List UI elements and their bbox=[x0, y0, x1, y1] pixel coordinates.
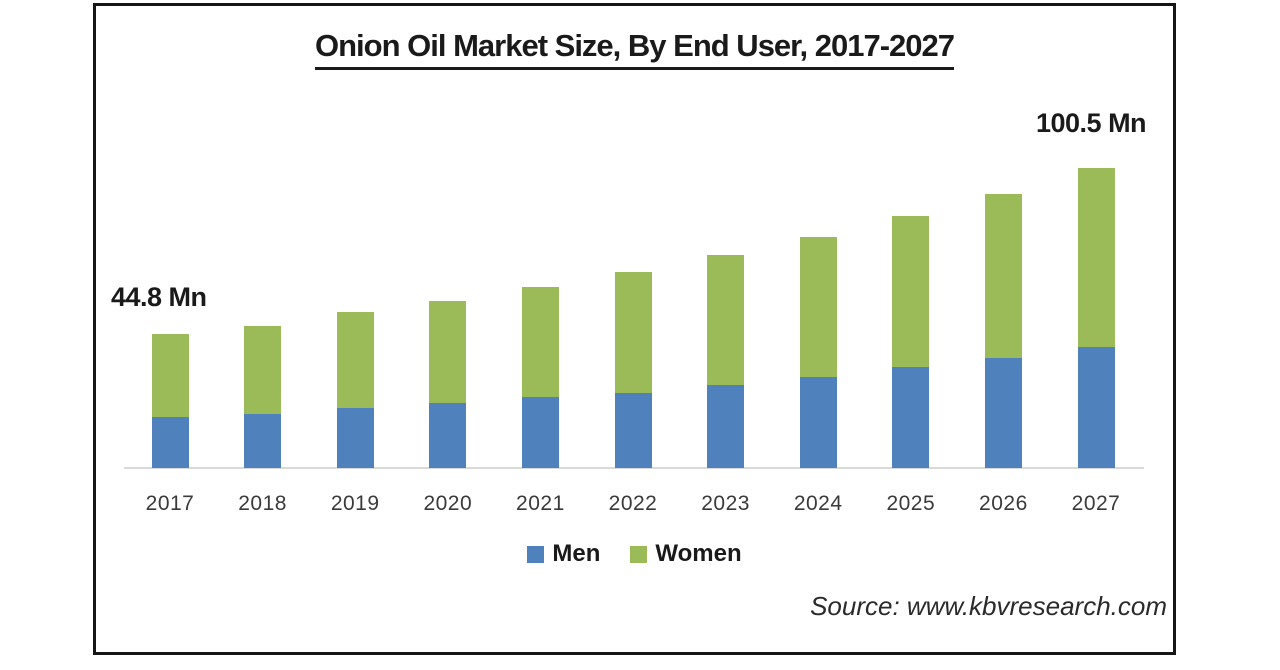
annotation-2027-total: 100.5 Mn bbox=[1036, 108, 1147, 138]
bar-2025 bbox=[892, 216, 930, 468]
bar-2020 bbox=[429, 301, 467, 468]
x-axis-label-2023: 2023 bbox=[701, 492, 750, 515]
bar-segment-women bbox=[799, 237, 837, 377]
x-axis-label-2019: 2019 bbox=[330, 492, 380, 515]
bar-segment-women bbox=[336, 312, 374, 408]
bar-2026 bbox=[984, 194, 1022, 468]
x-axis-label-2020: 2020 bbox=[423, 492, 473, 515]
men-color-swatch-icon bbox=[527, 545, 545, 563]
bar-segment-men bbox=[799, 377, 837, 468]
legend-item-women: Women bbox=[630, 540, 742, 568]
legend: Men Women bbox=[93, 540, 1176, 568]
bar-2021 bbox=[521, 287, 559, 468]
bar-2018 bbox=[244, 326, 282, 468]
legend-item-men: Men bbox=[527, 540, 600, 568]
chart-title-text: Onion Oil Market Size, By End User, 2017… bbox=[315, 28, 955, 70]
bar-segment-men bbox=[151, 417, 189, 468]
bar-segment-men bbox=[429, 403, 467, 468]
bar-segment-women bbox=[151, 334, 189, 417]
x-axis-label-2017: 2017 bbox=[145, 492, 195, 515]
bar-segment-women bbox=[521, 287, 559, 397]
bar-2019 bbox=[336, 312, 374, 468]
bar-2017 bbox=[151, 334, 189, 468]
bar-segment-men bbox=[984, 358, 1022, 468]
bar-2023 bbox=[707, 255, 745, 468]
x-axis-label-2021: 2021 bbox=[516, 492, 565, 515]
bar-2027 bbox=[1077, 168, 1115, 468]
x-axis-label-2027: 2027 bbox=[1071, 492, 1121, 515]
bar-2024 bbox=[799, 237, 837, 468]
annotation-2017-total: 44.8 Mn bbox=[111, 282, 207, 312]
x-axis-line bbox=[124, 467, 1144, 469]
chart-title: Onion Oil Market Size, By End User, 2017… bbox=[93, 28, 1176, 70]
bar-segment-men bbox=[707, 385, 745, 468]
bar-segment-men bbox=[1077, 347, 1115, 468]
x-axis-label-2018: 2018 bbox=[238, 492, 287, 515]
women-color-swatch-icon bbox=[630, 545, 648, 563]
x-axis-label-2026: 2026 bbox=[979, 492, 1028, 515]
bar-segment-women bbox=[1077, 168, 1115, 347]
bar-segment-women bbox=[429, 301, 467, 403]
bar-segment-men bbox=[614, 393, 652, 468]
bar-segment-women bbox=[984, 194, 1022, 358]
bar-segment-women bbox=[614, 272, 652, 393]
bar-segment-women bbox=[892, 216, 930, 367]
x-axis-label-2025: 2025 bbox=[886, 492, 936, 515]
legend-label-women: Women bbox=[655, 540, 742, 567]
bar-segment-men bbox=[521, 397, 559, 468]
bar-segment-men bbox=[336, 408, 374, 468]
bar-segment-men bbox=[244, 414, 282, 468]
bar-segment-men bbox=[892, 367, 930, 468]
source-attribution: Source: www.kbvresearch.com bbox=[810, 591, 1167, 621]
x-axis-label-2024: 2024 bbox=[793, 492, 843, 515]
x-axis-label-2022: 2022 bbox=[608, 492, 658, 515]
legend-label-men: Men bbox=[552, 540, 601, 567]
bar-segment-women bbox=[707, 255, 745, 385]
bar-2022 bbox=[614, 272, 652, 468]
bar-segment-women bbox=[244, 326, 282, 414]
